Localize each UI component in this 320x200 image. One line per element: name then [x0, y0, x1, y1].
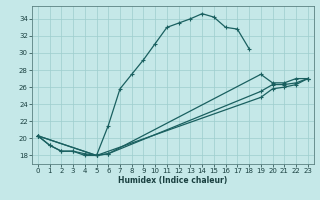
X-axis label: Humidex (Indice chaleur): Humidex (Indice chaleur)	[118, 176, 228, 185]
